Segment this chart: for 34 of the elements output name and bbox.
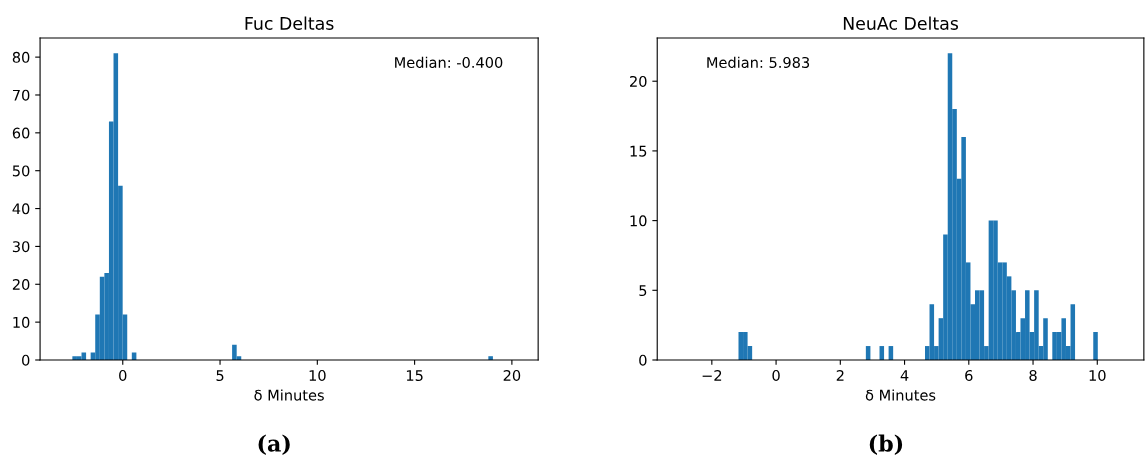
annotation: Median: 5.983 xyxy=(707,56,810,68)
x-tick-label: 0 xyxy=(772,369,780,381)
text: (b) xyxy=(869,434,903,455)
y-tick-label: 80 xyxy=(12,51,30,63)
x-tick-label: 10 xyxy=(309,369,326,381)
y-tick-label: 5 xyxy=(639,285,647,297)
y-tick-label: 30 xyxy=(12,241,30,253)
x-tick-label: −2 xyxy=(702,369,722,381)
annotation: Median: -0.400 xyxy=(395,56,503,68)
chart-title: NeuAc Deltas xyxy=(843,16,959,30)
x-axis-title: δ Minutes xyxy=(865,389,936,401)
text: (a) xyxy=(258,434,290,455)
y-tick-label: 0 xyxy=(639,354,647,366)
y-tick-label: 20 xyxy=(630,75,647,87)
y-tick-label: 70 xyxy=(12,89,30,101)
x-tick-label: 4 xyxy=(900,370,909,381)
x-tick-label: 20 xyxy=(503,369,521,381)
x-tick-label: 10 xyxy=(1089,369,1106,381)
chart-title: Fuc Deltas xyxy=(245,16,334,30)
x-tick-label: 2 xyxy=(836,369,844,381)
x-tick-label: 5 xyxy=(216,370,224,381)
y-tick-label: 0 xyxy=(22,354,30,366)
x-tick-label: 8 xyxy=(1029,369,1037,381)
x-axis-title: δ Minutes xyxy=(254,389,324,401)
y-tick-label: 15 xyxy=(630,145,647,157)
y-tick-label: 10 xyxy=(630,215,647,227)
y-tick-label: 20 xyxy=(12,278,30,291)
y-tick-label: 10 xyxy=(13,316,30,328)
x-tick-label: 6 xyxy=(965,369,973,381)
y-tick-label: 50 xyxy=(12,165,30,177)
y-tick-label: 60 xyxy=(12,127,30,139)
x-tick-label: 15 xyxy=(406,370,423,381)
x-tick-label: 0 xyxy=(119,369,127,381)
y-tick-label: 40 xyxy=(12,203,30,215)
